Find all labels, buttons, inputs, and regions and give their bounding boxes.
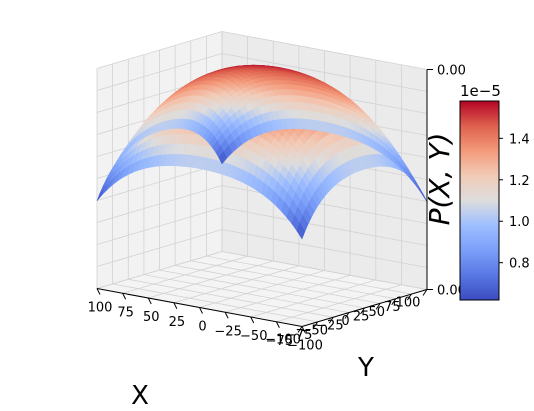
gridline-z (96, 185, 428, 224)
y-tick-label: 75 (384, 300, 401, 315)
x-tick-label: 100 (88, 301, 113, 316)
y-tick-label: −25 (316, 319, 343, 334)
y-tick-mark (375, 303, 381, 310)
x-tick-mark (250, 316, 255, 324)
colorbar-offset-text: 1e−5 (460, 82, 501, 100)
y-tick-mark (422, 289, 428, 296)
gridline-z (96, 53, 428, 92)
x-tick-label: 75 (117, 305, 134, 320)
x-tick-label: −25 (214, 324, 241, 339)
colorbar-tick-label: 0.8 (509, 257, 530, 272)
z-tick-label: 0.00 (437, 284, 466, 299)
x-tick-mark (301, 326, 306, 333)
y-tick-label: −50 (301, 323, 328, 338)
x-tick-mark (173, 302, 178, 309)
y-tick-mark (297, 326, 303, 333)
y-tick-mark (328, 316, 334, 324)
gridline-z (96, 251, 428, 290)
x-tick-label: −75 (266, 334, 293, 349)
x-tick-label: 0 (198, 320, 206, 335)
colorbar-tick-label: 1.2 (509, 174, 530, 189)
y-tick-label: −75 (285, 328, 312, 343)
colorbar-tick-label: 1.4 (509, 132, 530, 147)
colorbar-gradient (459, 100, 500, 301)
x-tick-mark (224, 312, 229, 319)
colorbar: 1e−5 0.8 1.0 1.2 1.4 P(X, Y) (423, 82, 530, 301)
surface-plot (96, 64, 428, 240)
x-tick-label: −100 (287, 339, 323, 354)
x-tick-mark (275, 321, 280, 328)
x-tick-mark (122, 293, 127, 300)
y-tick-label: 0 (341, 314, 349, 329)
y-tick-mark (391, 298, 397, 306)
y-tick-mark (360, 307, 365, 315)
y-tick-label: 50 (368, 305, 385, 320)
y-tick-label: −100 (265, 333, 301, 348)
z-tick-label: 0.00 (437, 64, 466, 79)
colorbar-tick-label: 1.0 (509, 215, 530, 230)
x-tick-label: −50 (240, 329, 267, 344)
y-tick-mark (406, 293, 412, 301)
colorbar-label: P(X, Y) (423, 133, 456, 226)
x-tick-mark (96, 288, 101, 295)
y-axis-label: Y (357, 353, 374, 383)
gridline-z (96, 207, 428, 246)
x-tick-label: 25 (169, 315, 186, 330)
x-axis-label: X (131, 381, 149, 411)
y-tick-mark (344, 312, 350, 319)
x-tick-mark (199, 307, 203, 314)
y-tick-mark (313, 321, 319, 329)
y-tick-label: 25 (353, 309, 370, 324)
gridline-z (96, 31, 428, 70)
gridline-z (96, 229, 428, 268)
x-tick-label: 50 (143, 310, 160, 325)
y-tick-label: 100 (396, 296, 421, 311)
surface-facet (418, 187, 428, 202)
x-tick-mark (147, 297, 152, 305)
